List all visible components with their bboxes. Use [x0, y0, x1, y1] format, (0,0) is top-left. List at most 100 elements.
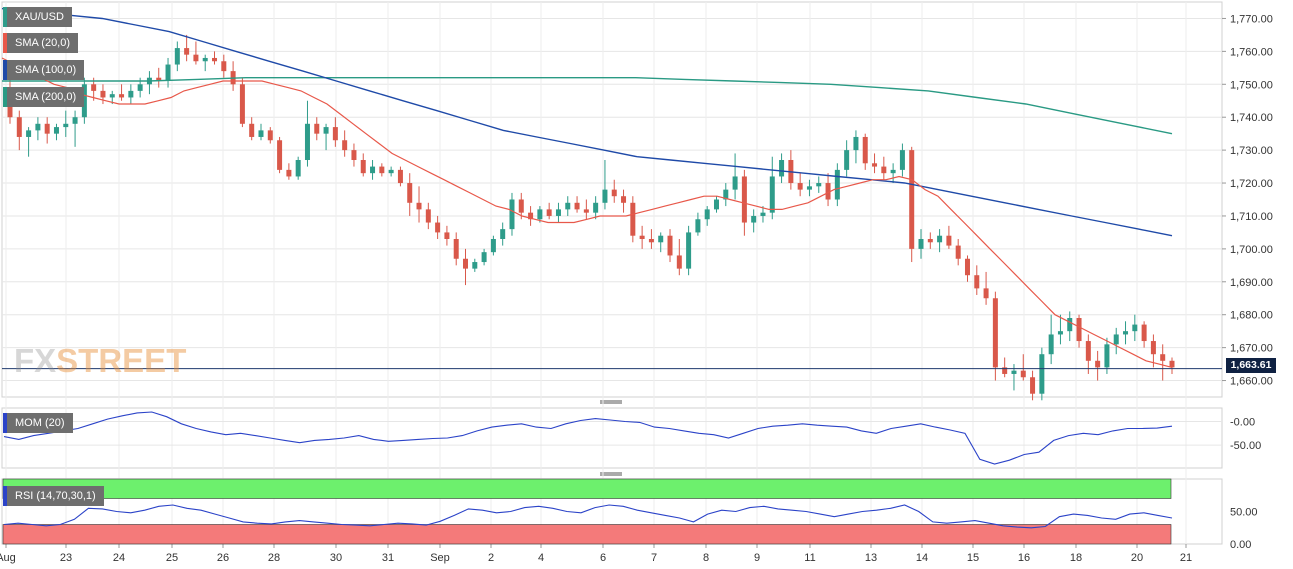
- candle-down: [416, 202, 422, 210]
- candle-down: [1076, 318, 1082, 342]
- legend-sma100[interactable]: SMA (100,0): [3, 60, 85, 80]
- candle-up: [816, 183, 822, 187]
- candle-down: [927, 239, 933, 243]
- legend-label: SMA (20,0): [15, 37, 71, 49]
- candle-down: [909, 150, 915, 249]
- legend-mom[interactable]: MOM (20): [3, 413, 73, 433]
- candle-down: [955, 245, 961, 259]
- candle-up: [500, 229, 506, 239]
- candle-down: [528, 212, 534, 220]
- x-tick-label: 24: [113, 552, 125, 564]
- candle-down: [621, 196, 627, 203]
- x-tick-label: 4: [538, 552, 544, 564]
- candle-up: [1011, 370, 1017, 374]
- candle-down: [184, 48, 190, 55]
- candle-down: [193, 54, 199, 62]
- last-price-badge: 1,663.61: [1226, 358, 1276, 373]
- legend-label: SMA (100,0): [15, 64, 77, 76]
- legend-label: XAU/USD: [15, 11, 64, 23]
- candle-down: [974, 275, 980, 289]
- candle-down: [119, 94, 125, 98]
- y-tick-label: 1,700.00: [1230, 244, 1273, 256]
- mom-line: [3, 411, 1173, 465]
- candle-up: [26, 130, 32, 137]
- x-tick-label: 2: [488, 552, 494, 564]
- candle-down: [16, 117, 22, 137]
- candle-up: [490, 239, 496, 253]
- candle-up: [686, 232, 692, 269]
- candle-down: [156, 77, 162, 81]
- y-tick-label: 1,660.00: [1230, 376, 1273, 388]
- candle-up: [834, 169, 840, 200]
- candle-down: [630, 202, 636, 236]
- candle-up: [1104, 344, 1110, 368]
- candle-down: [286, 169, 292, 177]
- candle-down: [667, 235, 673, 256]
- legend-swatch: [3, 87, 7, 107]
- legend-label: SMA (200,0): [15, 91, 77, 103]
- y-tick-label: 1,730.00: [1230, 145, 1273, 157]
- candle-up: [109, 94, 115, 98]
- y-tick-label: 1,750.00: [1230, 79, 1273, 91]
- candle-up: [323, 127, 329, 134]
- candle-down: [946, 235, 952, 246]
- x-tick-label: 13: [865, 552, 877, 564]
- x-tick-label: Sep: [430, 552, 450, 564]
- candle-up: [1057, 331, 1063, 335]
- rsi-overbought-zone: [2, 478, 1172, 499]
- x-tick-label: 9: [754, 552, 760, 564]
- x-tick-label: 8: [703, 552, 709, 564]
- x-tick-label: 6: [600, 552, 606, 564]
- y-tick-label: 1,720.00: [1230, 178, 1273, 190]
- sma20-line: [1, 57, 1173, 368]
- candle-down: [1002, 367, 1008, 374]
- candle-down: [611, 189, 617, 197]
- candle-up: [760, 212, 766, 216]
- candle-down: [583, 209, 589, 213]
- x-tick-label: 18: [1070, 552, 1082, 564]
- legend-xauusd[interactable]: XAU/USD: [3, 7, 72, 27]
- legend-sma200[interactable]: SMA (200,0): [3, 87, 85, 107]
- candle-up: [53, 127, 59, 134]
- x-tick-label: 20: [1131, 552, 1143, 564]
- candle-down: [1085, 341, 1091, 361]
- candle-down: [314, 123, 320, 134]
- rsi-y-tick-label: 50.00: [1230, 507, 1258, 519]
- candle-up: [202, 57, 208, 62]
- candle-up: [937, 235, 943, 243]
- candle-up: [137, 84, 143, 91]
- candle-up: [128, 90, 134, 98]
- candle-down: [360, 160, 366, 174]
- y-tick-label: 1,770.00: [1230, 13, 1273, 25]
- candle-down: [100, 90, 106, 98]
- candle-up: [751, 215, 757, 223]
- watermark-logo: FXSTREET: [14, 342, 187, 379]
- candle-up: [174, 48, 180, 65]
- legend-rsi[interactable]: RSI (14,70,30,1): [3, 486, 104, 506]
- candle-up: [1067, 318, 1073, 332]
- candle-up: [1039, 354, 1045, 394]
- candle-up: [1132, 324, 1138, 332]
- candle-up: [565, 202, 571, 210]
- x-tick-label: 31: [382, 552, 394, 564]
- candle-up: [695, 219, 701, 233]
- candle-up: [723, 189, 729, 200]
- candle-up: [890, 169, 896, 174]
- candle-up: [918, 239, 924, 249]
- candle-up: [370, 166, 376, 174]
- sma100-line: [1, 7, 1173, 237]
- legend-sma20[interactable]: SMA (20,0): [3, 33, 79, 53]
- candle-down: [249, 123, 255, 137]
- rsi-line: [3, 504, 1173, 529]
- x-tick-label: 23: [60, 552, 72, 564]
- y-tick-label: 1,670.00: [1230, 343, 1273, 355]
- candle-down: [44, 123, 50, 134]
- candle-down: [639, 235, 645, 239]
- candle-down: [425, 209, 431, 223]
- candle-down: [1141, 324, 1147, 342]
- x-tick-label: 7: [651, 552, 657, 564]
- x-tick-label: 16: [1018, 552, 1030, 564]
- x-tick-label: 26: [217, 552, 229, 564]
- sma200-line: [2, 76, 1173, 135]
- candle-up: [713, 199, 719, 210]
